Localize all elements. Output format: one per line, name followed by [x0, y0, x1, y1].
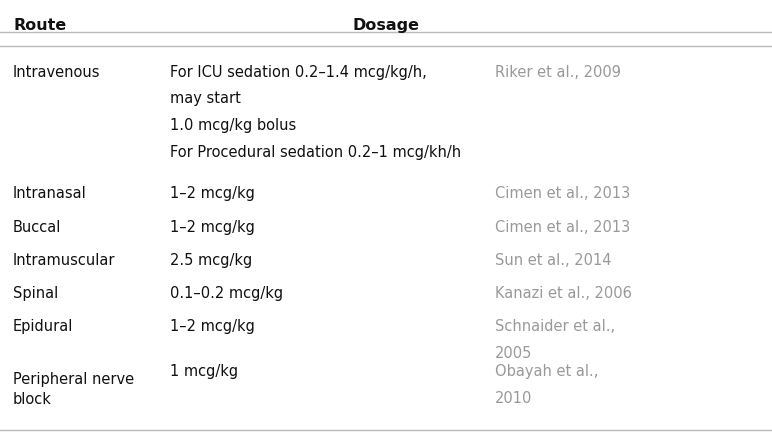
Text: For Procedural sedation 0.2–1 mcg/kh/h: For Procedural sedation 0.2–1 mcg/kh/h	[170, 144, 461, 159]
Text: Cimen et al., 2013: Cimen et al., 2013	[495, 220, 630, 235]
Text: 1 mcg/kg: 1 mcg/kg	[170, 364, 238, 379]
Text: Epidural: Epidural	[13, 319, 73, 334]
Text: may start: may start	[170, 92, 241, 106]
Text: Peripheral nerve
block: Peripheral nerve block	[13, 372, 134, 407]
Text: Obayah et al.,: Obayah et al.,	[495, 364, 598, 379]
Text: Riker et al., 2009: Riker et al., 2009	[495, 65, 621, 80]
Text: 2.5 mcg/kg: 2.5 mcg/kg	[170, 253, 252, 268]
Text: For ICU sedation 0.2–1.4 mcg/kg/h,: For ICU sedation 0.2–1.4 mcg/kg/h,	[170, 65, 427, 80]
Text: 2010: 2010	[495, 391, 533, 406]
Text: Buccal: Buccal	[13, 220, 62, 235]
Text: Cimen et al., 2013: Cimen et al., 2013	[495, 186, 630, 201]
Text: Spinal: Spinal	[13, 286, 58, 301]
Text: 1.0 mcg/kg bolus: 1.0 mcg/kg bolus	[170, 118, 296, 133]
Text: 2005: 2005	[495, 345, 533, 360]
Text: 1–2 mcg/kg: 1–2 mcg/kg	[170, 319, 255, 334]
Text: Schnaider et al.,: Schnaider et al.,	[495, 319, 615, 334]
Text: Dosage: Dosage	[353, 18, 419, 33]
Text: Intravenous: Intravenous	[13, 65, 100, 80]
Text: Sun et al., 2014: Sun et al., 2014	[495, 253, 611, 268]
Text: Intranasal: Intranasal	[13, 186, 86, 201]
Text: 0.1–0.2 mcg/kg: 0.1–0.2 mcg/kg	[170, 286, 283, 301]
Text: Route: Route	[13, 18, 66, 33]
Text: Kanazi et al., 2006: Kanazi et al., 2006	[495, 286, 631, 301]
Text: 1–2 mcg/kg: 1–2 mcg/kg	[170, 186, 255, 201]
Text: 1–2 mcg/kg: 1–2 mcg/kg	[170, 220, 255, 235]
Text: Intramuscular: Intramuscular	[13, 253, 116, 268]
